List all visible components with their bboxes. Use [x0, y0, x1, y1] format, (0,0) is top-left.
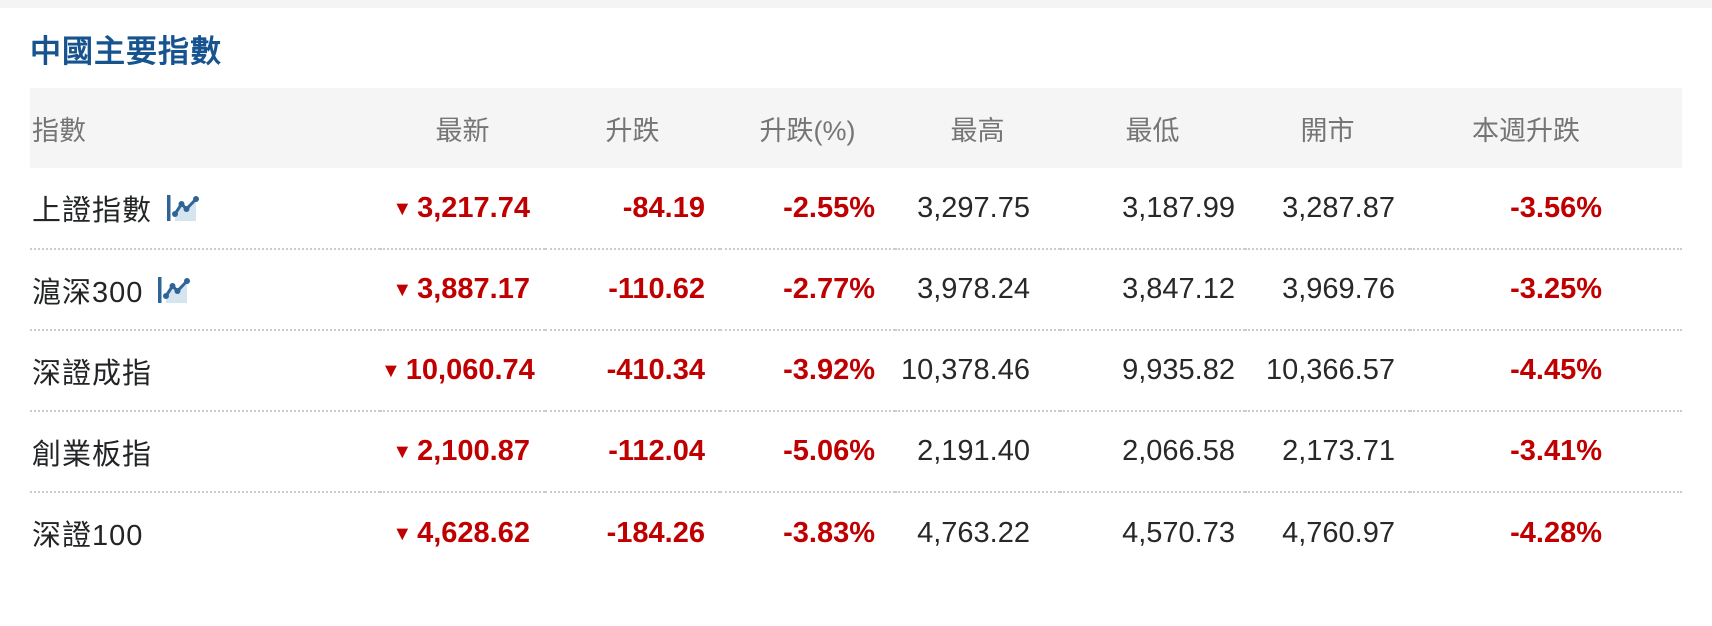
column-header-change: 升跌: [605, 115, 660, 146]
change-value: -184.26: [545, 491, 720, 573]
last-price: 10,060.74: [405, 354, 535, 386]
low-value: 3,187.99: [1122, 191, 1235, 224]
column-header-last: 最新: [435, 115, 490, 146]
index-name[interactable]: 深證成指: [32, 357, 153, 390]
high-value: 3,978.24: [895, 248, 1060, 330]
last-price: 2,100.87: [417, 435, 530, 467]
high-value: 3,297.75: [917, 191, 1030, 224]
down-triangle-icon: ▼: [392, 441, 413, 463]
index-name-cell: 滬深300: [30, 248, 380, 330]
open-value: 4,760.97: [1245, 491, 1410, 573]
last-price-cell: ▼ 3,887.17: [380, 248, 545, 330]
page-top-divider: [0, 0, 1712, 8]
week-change: -3.25%: [1410, 248, 1682, 330]
change-value: -84.19: [622, 191, 705, 224]
table-row: 深證成指 ▼ 10,060.74 -410.34 -3.92% 10,378.46…: [30, 329, 1682, 411]
open-value: 3,969.76: [1245, 248, 1410, 330]
change-percent: -5.06%: [720, 410, 895, 492]
down-triangle-icon: ▼: [392, 197, 413, 220]
high-value: 10,378.46: [895, 329, 1060, 411]
indices-table-body: 上證指數 ▼ 3,217.74 -84.19 -2.55% 3,297.75 3,…: [30, 168, 1682, 573]
low-value: 2,066.58: [1060, 410, 1245, 492]
last-price: 3,217.74: [417, 191, 530, 224]
index-name[interactable]: 深證100: [32, 520, 144, 552]
open-value: 10,366.57: [1245, 329, 1410, 411]
last-price-cell: ▼ 2,100.87: [380, 410, 545, 492]
week-change: -3.41%: [1410, 410, 1682, 492]
column-header-change-pct: 升跌(%): [759, 115, 856, 146]
column-header-index: 指數: [32, 115, 86, 146]
table-row: 上證指數 ▼ 3,217.74 -84.19 -2.55% 3,297.75 3,…: [30, 168, 1682, 249]
change-percent: -2.55%: [783, 191, 875, 224]
index-name[interactable]: 創業板指: [32, 438, 153, 471]
change-percent: -3.83%: [720, 491, 895, 573]
open-value: 2,173.71: [1245, 410, 1410, 492]
index-name-cell: 深證100: [30, 491, 380, 573]
week-change: -4.45%: [1410, 329, 1682, 411]
table-row: 深證100 ▼ 4,628.62 -184.26 -3.83% 4,763.22 …: [30, 491, 1682, 573]
index-name[interactable]: 上證指數: [32, 195, 153, 227]
last-price: 3,887.17: [417, 273, 530, 305]
week-change: -3.56%: [1510, 191, 1602, 224]
index-name[interactable]: 滬深300: [32, 276, 144, 309]
index-name-cell: 上證指數: [30, 168, 380, 249]
line-chart-icon[interactable]: [157, 275, 191, 305]
column-header-week-change: 本週升跌: [1472, 115, 1580, 146]
column-header-low: 最低: [1125, 115, 1180, 146]
indices-table: 指數 最新 升跌 升跌(%) 最高 最低 開市 本週升跌 上證指數: [30, 88, 1682, 573]
last-price: 4,628.62: [417, 516, 530, 549]
change-percent: -2.77%: [720, 248, 895, 330]
column-header-open: 開市: [1300, 115, 1355, 146]
open-value: 3,287.87: [1282, 191, 1395, 224]
line-chart-icon[interactable]: [166, 193, 200, 223]
change-value: -112.04: [545, 410, 720, 492]
change-percent: -3.92%: [720, 329, 895, 411]
last-price-cell: ▼ 3,217.74: [380, 168, 545, 249]
low-value: 9,935.82: [1060, 329, 1245, 411]
page-title: 中國主要指數: [30, 34, 222, 69]
table-header-row: 指數 最新 升跌 升跌(%) 最高 最低 開市 本週升跌: [30, 88, 1682, 168]
change-value: -110.62: [545, 248, 720, 330]
high-value: 4,763.22: [895, 491, 1060, 573]
last-price-cell: ▼ 10,060.74: [380, 329, 545, 411]
column-header-high: 最高: [950, 115, 1005, 146]
change-value: -410.34: [545, 329, 720, 411]
low-value: 4,570.73: [1060, 491, 1245, 573]
low-value: 3,847.12: [1060, 248, 1245, 330]
down-triangle-icon: ▼: [381, 360, 401, 382]
high-value: 2,191.40: [895, 410, 1060, 492]
down-triangle-icon: ▼: [392, 522, 413, 545]
week-change: -4.28%: [1410, 491, 1682, 573]
table-row: 創業板指 ▼ 2,100.87 -112.04 -5.06% 2,191.40 2…: [30, 410, 1682, 492]
table-row: 滬深300 ▼ 3,887.17 -110.62 -2.77% 3,978.24 …: [30, 248, 1682, 330]
index-name-cell: 深證成指: [30, 329, 380, 411]
down-triangle-icon: ▼: [392, 279, 413, 301]
index-name-cell: 創業板指: [30, 410, 380, 492]
last-price-cell: ▼ 4,628.62: [380, 491, 545, 573]
